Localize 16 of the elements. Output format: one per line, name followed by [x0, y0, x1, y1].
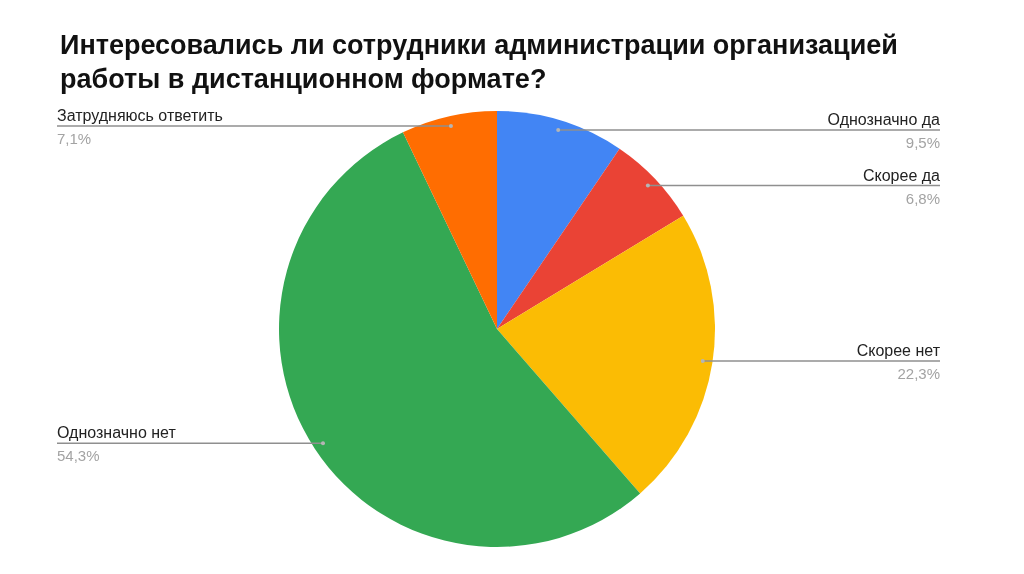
data-label: 9,5% — [905, 134, 940, 152]
slice-label: Скорее да — [862, 166, 941, 184]
pie-slice — [279, 132, 641, 547]
data-label: 22,3% — [897, 364, 940, 382]
pie-slice — [402, 111, 497, 329]
slice-label: Однозначно нет — [57, 424, 177, 442]
chart-title: Интересовались ли сотрудники администрации организацией работы в дистанционном формате? — [60, 30, 898, 94]
pie-slice — [497, 215, 715, 494]
slice-label: Однозначно да — [827, 111, 941, 129]
pie-slice — [497, 111, 620, 329]
slice-label: Затрудняюсь ответить — [57, 106, 223, 124]
slice-label: Скорее нет — [856, 341, 941, 359]
data-label: 54,3% — [57, 447, 100, 465]
pie-slice — [497, 148, 684, 329]
data-label: 6,8% — [905, 189, 940, 207]
data-label: 7,1% — [57, 129, 92, 147]
